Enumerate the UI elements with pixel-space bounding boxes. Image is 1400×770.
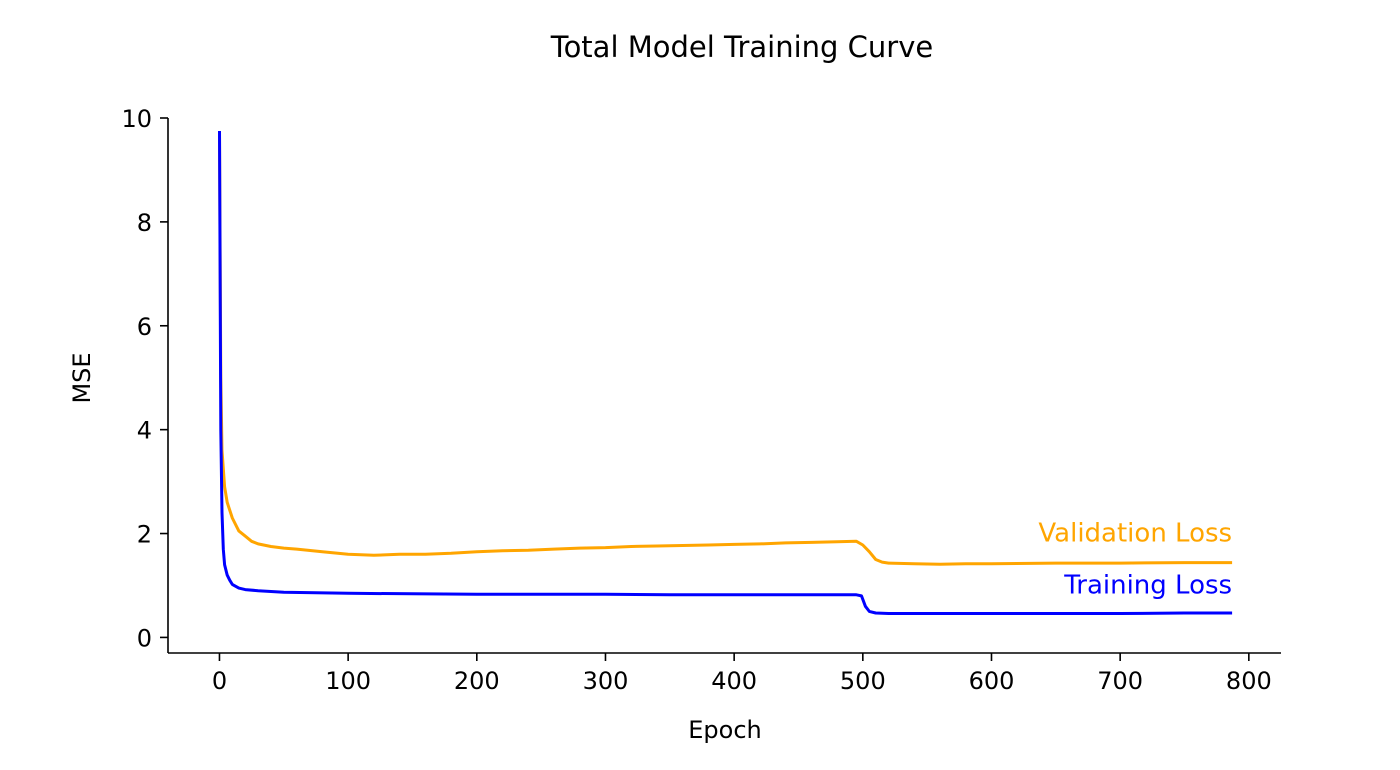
y-tick-label: 8	[137, 209, 152, 237]
series-labels: Validation Loss Training Loss	[1038, 518, 1232, 600]
x-tick-label: 0	[212, 667, 227, 695]
x-tick-label: 800	[1226, 667, 1272, 695]
y-axis-title: MSE	[68, 352, 96, 403]
x-tick-label: 600	[969, 667, 1015, 695]
x-tick-label: 500	[840, 667, 886, 695]
y-tick-label: 0	[137, 624, 152, 652]
chart-title: Total Model Training Curve	[550, 30, 933, 64]
y-tick-label: 4	[137, 417, 152, 445]
series-label-validation-loss: Validation Loss	[1038, 518, 1232, 548]
series-line-training-loss	[218, 130, 1233, 615]
x-axis-ticks: 0 100 200 300 400 500 600 700 800	[212, 653, 1272, 695]
series-line-validation-loss	[218, 133, 1233, 566]
x-axis-title: Epoch	[688, 716, 762, 744]
plot-area	[218, 130, 1233, 615]
series-label-training-loss: Training Loss	[1063, 570, 1232, 600]
y-axis-ticks: 0 2 4 6 8 10	[121, 105, 168, 652]
x-tick-label: 300	[583, 667, 629, 695]
x-tick-label: 700	[1097, 667, 1143, 695]
x-tick-label: 100	[325, 667, 371, 695]
y-tick-label: 6	[137, 313, 152, 341]
y-tick-label: 10	[121, 105, 152, 133]
x-tick-label: 200	[454, 667, 500, 695]
x-tick-label: 400	[711, 667, 757, 695]
y-tick-label: 2	[137, 521, 152, 549]
